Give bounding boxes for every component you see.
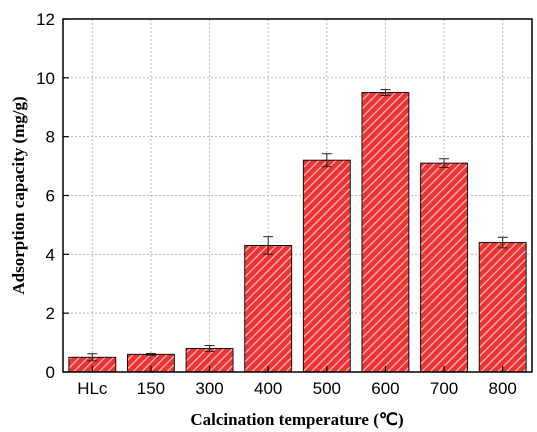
y-tick-label: 2	[46, 304, 55, 323]
y-tick-label: 4	[46, 245, 55, 264]
x-tick-label-800: 800	[489, 379, 517, 398]
bar-800	[478, 242, 527, 373]
bars	[68, 92, 527, 373]
bar-400	[244, 245, 293, 373]
y-tick-label: 0	[46, 363, 55, 382]
x-axis: HLc 150 300 400 500 600 700 800	[77, 366, 517, 398]
y-tick-label: 6	[46, 187, 55, 206]
x-axis-title: Calcination temperature (℃)	[190, 410, 403, 429]
x-tick-label-HLc: HLc	[77, 379, 108, 398]
bar-600	[361, 92, 410, 373]
error-bars	[87, 89, 508, 362]
x-tick-label-600: 600	[371, 379, 399, 398]
y-tick-label: 10	[36, 69, 55, 88]
x-tick-label-150: 150	[137, 379, 165, 398]
x-tick-label-400: 400	[254, 379, 282, 398]
x-tick-label-700: 700	[430, 379, 458, 398]
y-tick-label: 12	[36, 10, 55, 29]
x-tick-label-500: 500	[313, 379, 341, 398]
x-tick-label-300: 300	[195, 379, 223, 398]
y-axis-title: Adsorption capacity (mg/g)	[9, 96, 28, 294]
y-axis: 0 2 4 6 8 10 12	[36, 10, 69, 382]
bar-700	[420, 162, 469, 373]
y-tick-label: 8	[46, 128, 55, 147]
bar-500	[302, 159, 351, 373]
